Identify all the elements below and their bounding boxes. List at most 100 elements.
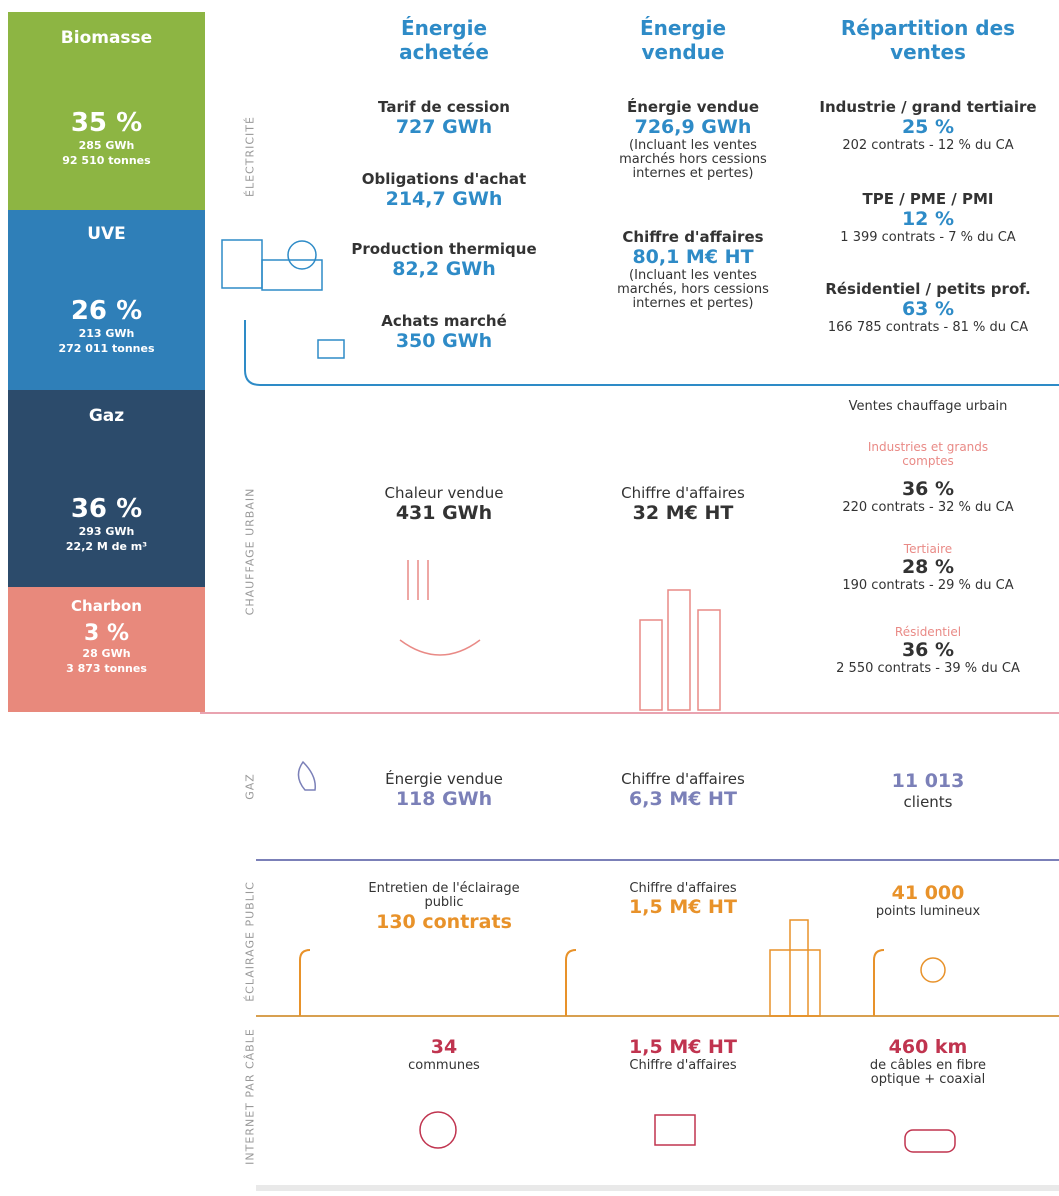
- section-subtitle: Ventes chauffage urbain: [798, 400, 1058, 414]
- source-quantity: 272 011 tonnes: [8, 341, 205, 356]
- item-label: Obligations d'achat: [334, 170, 554, 188]
- block: [8, 244, 205, 296]
- item-value: 130 contrats: [364, 911, 524, 934]
- item-value: 1,5 M€ HT: [573, 1036, 793, 1059]
- item-label: clients: [798, 793, 1058, 811]
- item-label: communes: [334, 1059, 554, 1073]
- item-label: Production thermique: [334, 240, 554, 258]
- source-uve: UVE 26 % 213 GWh 272 011 tonnes: [8, 210, 205, 390]
- item-label: Chiffre d'affaires: [608, 228, 778, 246]
- block: Résidentiel36 %2 550 contrats - 39 % du …: [798, 625, 1058, 676]
- source-name: UVE: [8, 224, 205, 244]
- item-value: 1,5 M€ HT: [573, 896, 793, 919]
- source-share: 3 %: [8, 621, 205, 646]
- source-energy: 213 GWh: [8, 326, 205, 341]
- source-biomasse: Biomasse 35 % 285 GWh 92 510 tonnes: [8, 12, 205, 210]
- item-label: Chiffre d'affaires: [573, 484, 793, 502]
- item-value: 214,7 GWh: [334, 188, 554, 211]
- header: Répartition des ventes: [838, 16, 1018, 64]
- source-share: 35 %: [8, 108, 205, 138]
- source-share: 36 %: [8, 494, 205, 524]
- source-quantity: 92 510 tonnes: [8, 153, 205, 168]
- item-value: 11 013: [798, 770, 1058, 793]
- item-label: Entretien de l'éclairage public: [364, 882, 524, 911]
- item-label: TPE / PME / PMI: [798, 190, 1058, 208]
- item-value: 25 %: [798, 116, 1058, 139]
- item-label: Énergie vendue: [608, 98, 778, 116]
- item-value: 431 GWh: [334, 502, 554, 525]
- item-label: Chiffre d'affaires: [573, 1059, 793, 1073]
- item-label: Industrie / grand tertiaire: [798, 98, 1058, 116]
- item-label: Résidentiel / petits prof.: [798, 280, 1058, 298]
- item-value: 63 %: [798, 298, 1058, 321]
- item-detail: 190 contrats - 29 % du CA: [798, 579, 1058, 593]
- page: Biomasse 35 % 285 GWh 92 510 tonnes UVE …: [0, 0, 1059, 1196]
- header: Énergie vendue: [603, 16, 763, 64]
- item-value: 12 %: [798, 208, 1058, 231]
- block: Ventes chauffage urbain: [798, 400, 1058, 414]
- source-gaz: Gaz 36 % 293 GWh 22,2 M de m³: [8, 390, 205, 587]
- item-note: (Incluant les ventes marchés hors cessio…: [608, 139, 778, 182]
- item-label: Résidentiel: [798, 625, 1058, 639]
- item-label: Énergie vendue: [334, 770, 554, 788]
- section-label: ÉLECTRICITÉ: [244, 57, 257, 257]
- block: Résidentiel / petits prof.63 %166 785 co…: [798, 280, 1058, 335]
- item-value: 6,3 M€ HT: [573, 788, 793, 811]
- source-energy: 285 GWh: [8, 138, 205, 153]
- source-name: Biomasse: [8, 28, 205, 48]
- block: [8, 426, 205, 494]
- item-value: 82,2 GWh: [334, 258, 554, 281]
- source-quantity: 3 873 tonnes: [8, 661, 205, 676]
- item-value: 118 GWh: [334, 788, 554, 811]
- block: Tertiaire28 %190 contrats - 29 % du CA: [798, 542, 1058, 593]
- block: [8, 48, 205, 108]
- header: Énergie achetée: [364, 16, 524, 64]
- item-note: (Incluant les ventes marchés, hors cessi…: [608, 269, 778, 312]
- item-label: Chiffre d'affaires: [573, 882, 793, 896]
- item-label: Industries et grands comptes: [848, 440, 1008, 469]
- source-quantity: 22,2 M de m³: [8, 539, 205, 554]
- item-value: 460 km: [848, 1036, 1008, 1059]
- block: Industries et grands comptes: [848, 440, 1008, 469]
- item-value: 28 %: [798, 556, 1058, 579]
- item-detail: 1 399 contrats - 7 % du CA: [798, 231, 1058, 245]
- item-label: Chiffre d'affaires: [573, 770, 793, 788]
- source-energy: 28 GWh: [8, 646, 205, 661]
- section-label: CHAUFFAGE URBAIN: [244, 452, 257, 652]
- item-label: points lumineux: [798, 905, 1058, 919]
- section-label: INTERNET PAR CÂBLE: [244, 997, 257, 1196]
- source-name: Charbon: [8, 597, 205, 615]
- item-value: 34: [334, 1036, 554, 1059]
- item-detail: 202 contrats - 12 % du CA: [798, 139, 1058, 153]
- source-charbon: Charbon 3 % 28 GWh 3 873 tonnes: [8, 587, 205, 712]
- item-value: 726,9 GWh: [608, 116, 778, 139]
- item-detail: 220 contrats - 32 % du CA: [798, 501, 1058, 515]
- item-label: Tarif de cession: [334, 98, 554, 116]
- item-label: Chaleur vendue: [334, 484, 554, 502]
- item-value: 32 M€ HT: [573, 502, 793, 525]
- source-share: 26 %: [8, 296, 205, 326]
- item-label: Achats marché: [334, 312, 554, 330]
- block: 41 000points lumineux: [798, 882, 1058, 919]
- source-energy: 293 GWh: [8, 524, 205, 539]
- source-name: Gaz: [8, 406, 205, 426]
- item-label: de câbles en fibre optique + coaxial: [848, 1059, 1008, 1088]
- item-detail: 2 550 contrats - 39 % du CA: [798, 662, 1058, 676]
